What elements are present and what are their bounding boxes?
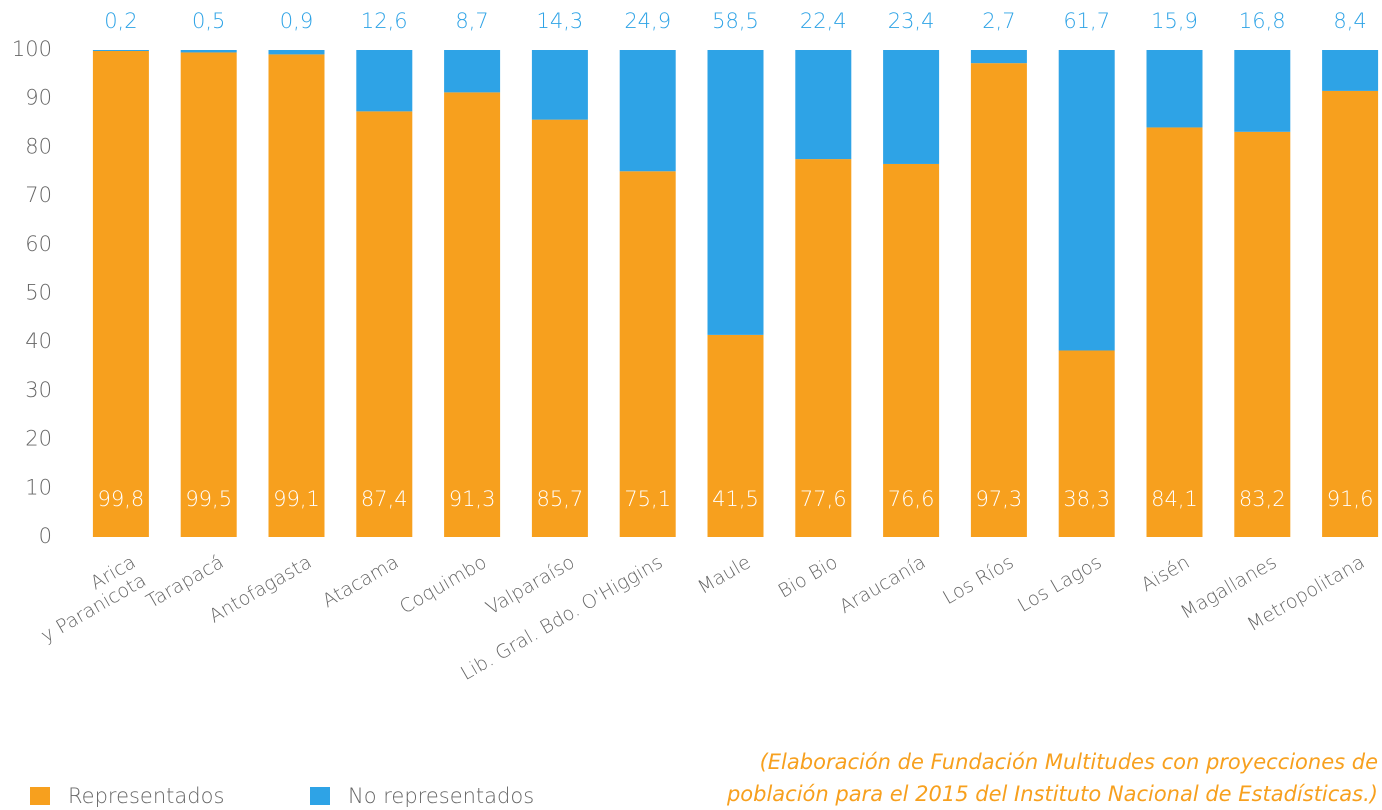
bar-segment xyxy=(180,50,237,53)
bar-segment xyxy=(970,50,1027,64)
data-label: 0,9 xyxy=(280,9,313,33)
data-label: 99,5 xyxy=(185,487,232,511)
bar-segment xyxy=(619,171,676,537)
y-tick-label: 50 xyxy=(25,281,52,305)
data-label: 41,5 xyxy=(712,487,759,511)
bar-segment xyxy=(795,159,852,537)
bar-segment xyxy=(180,52,237,538)
data-label: 76,6 xyxy=(888,487,935,511)
bar-segment xyxy=(531,119,588,538)
data-label: 84,1 xyxy=(1151,487,1198,511)
bar-segment xyxy=(883,50,940,164)
data-label: 12,6 xyxy=(361,9,408,33)
data-label: 91,6 xyxy=(1327,487,1374,511)
data-label: 61,7 xyxy=(1063,9,1110,33)
bar-segment xyxy=(707,334,764,537)
y-tick-label: 90 xyxy=(25,86,52,110)
y-tick-label: 80 xyxy=(25,134,52,158)
bar-segment xyxy=(707,50,764,335)
legend-swatch xyxy=(30,787,50,805)
bar-segment xyxy=(1058,50,1115,351)
bar-segment xyxy=(444,50,501,93)
data-label: 14,3 xyxy=(537,9,584,33)
bar-segment xyxy=(1146,127,1203,538)
data-label: 24,9 xyxy=(624,9,671,33)
bar-segment xyxy=(356,111,413,537)
bar-segment xyxy=(92,50,149,537)
data-label: 58,5 xyxy=(712,9,759,33)
y-tick-label: 0 xyxy=(39,524,52,548)
data-label: 38,3 xyxy=(1063,487,1110,511)
data-label: 2,7 xyxy=(982,9,1015,33)
bar-segment xyxy=(1058,350,1115,537)
bar-segment xyxy=(795,50,852,160)
bar-segment xyxy=(1234,50,1291,132)
y-tick-label: 20 xyxy=(25,427,52,451)
y-tick-label: 70 xyxy=(25,183,52,207)
data-label: 8,7 xyxy=(455,9,488,33)
bar-segment xyxy=(970,63,1027,538)
data-label: 83,2 xyxy=(1239,487,1286,511)
bar-segment xyxy=(619,50,676,172)
data-label: 22,4 xyxy=(800,9,847,33)
data-label: 99,1 xyxy=(273,487,320,511)
data-label: 23,4 xyxy=(888,9,935,33)
data-label: 91,3 xyxy=(449,487,496,511)
legend-label: No representados xyxy=(348,784,534,808)
y-tick-label: 40 xyxy=(25,329,52,353)
bar-segment xyxy=(268,54,325,538)
bar-segment xyxy=(92,50,149,51)
data-label: 0,5 xyxy=(192,9,225,33)
data-label: 0,2 xyxy=(104,9,137,33)
data-label: 97,3 xyxy=(976,487,1023,511)
bar-segment xyxy=(531,50,588,120)
y-tick-label: 30 xyxy=(25,378,52,402)
note: población para el 2015 del Instituto Nac… xyxy=(726,782,1378,806)
y-tick-label: 10 xyxy=(25,475,52,499)
data-label: 77,6 xyxy=(800,487,847,511)
data-label: 16,8 xyxy=(1239,9,1286,33)
bar-segment xyxy=(1146,50,1203,128)
data-label: 87,4 xyxy=(361,487,408,511)
bar-segment xyxy=(1322,50,1379,91)
data-label: 75,1 xyxy=(624,487,671,511)
y-tick-label: 60 xyxy=(25,232,52,256)
bar-segment xyxy=(883,163,940,537)
bar-segment xyxy=(356,50,413,112)
legend-label: Representados xyxy=(68,784,224,808)
data-label: 85,7 xyxy=(537,487,584,511)
legend-swatch xyxy=(310,787,330,805)
bar-segment xyxy=(1322,90,1379,538)
data-label: 99,8 xyxy=(98,487,145,511)
data-label: 8,4 xyxy=(1333,9,1366,33)
bar-segment xyxy=(444,92,501,537)
bar-segment xyxy=(1234,131,1291,538)
note: (Elaboración de Fundación Multitudes con… xyxy=(760,750,1378,774)
bar-segment xyxy=(268,50,325,55)
data-label: 15,9 xyxy=(1151,9,1198,33)
y-tick-label: 100 xyxy=(12,37,52,61)
